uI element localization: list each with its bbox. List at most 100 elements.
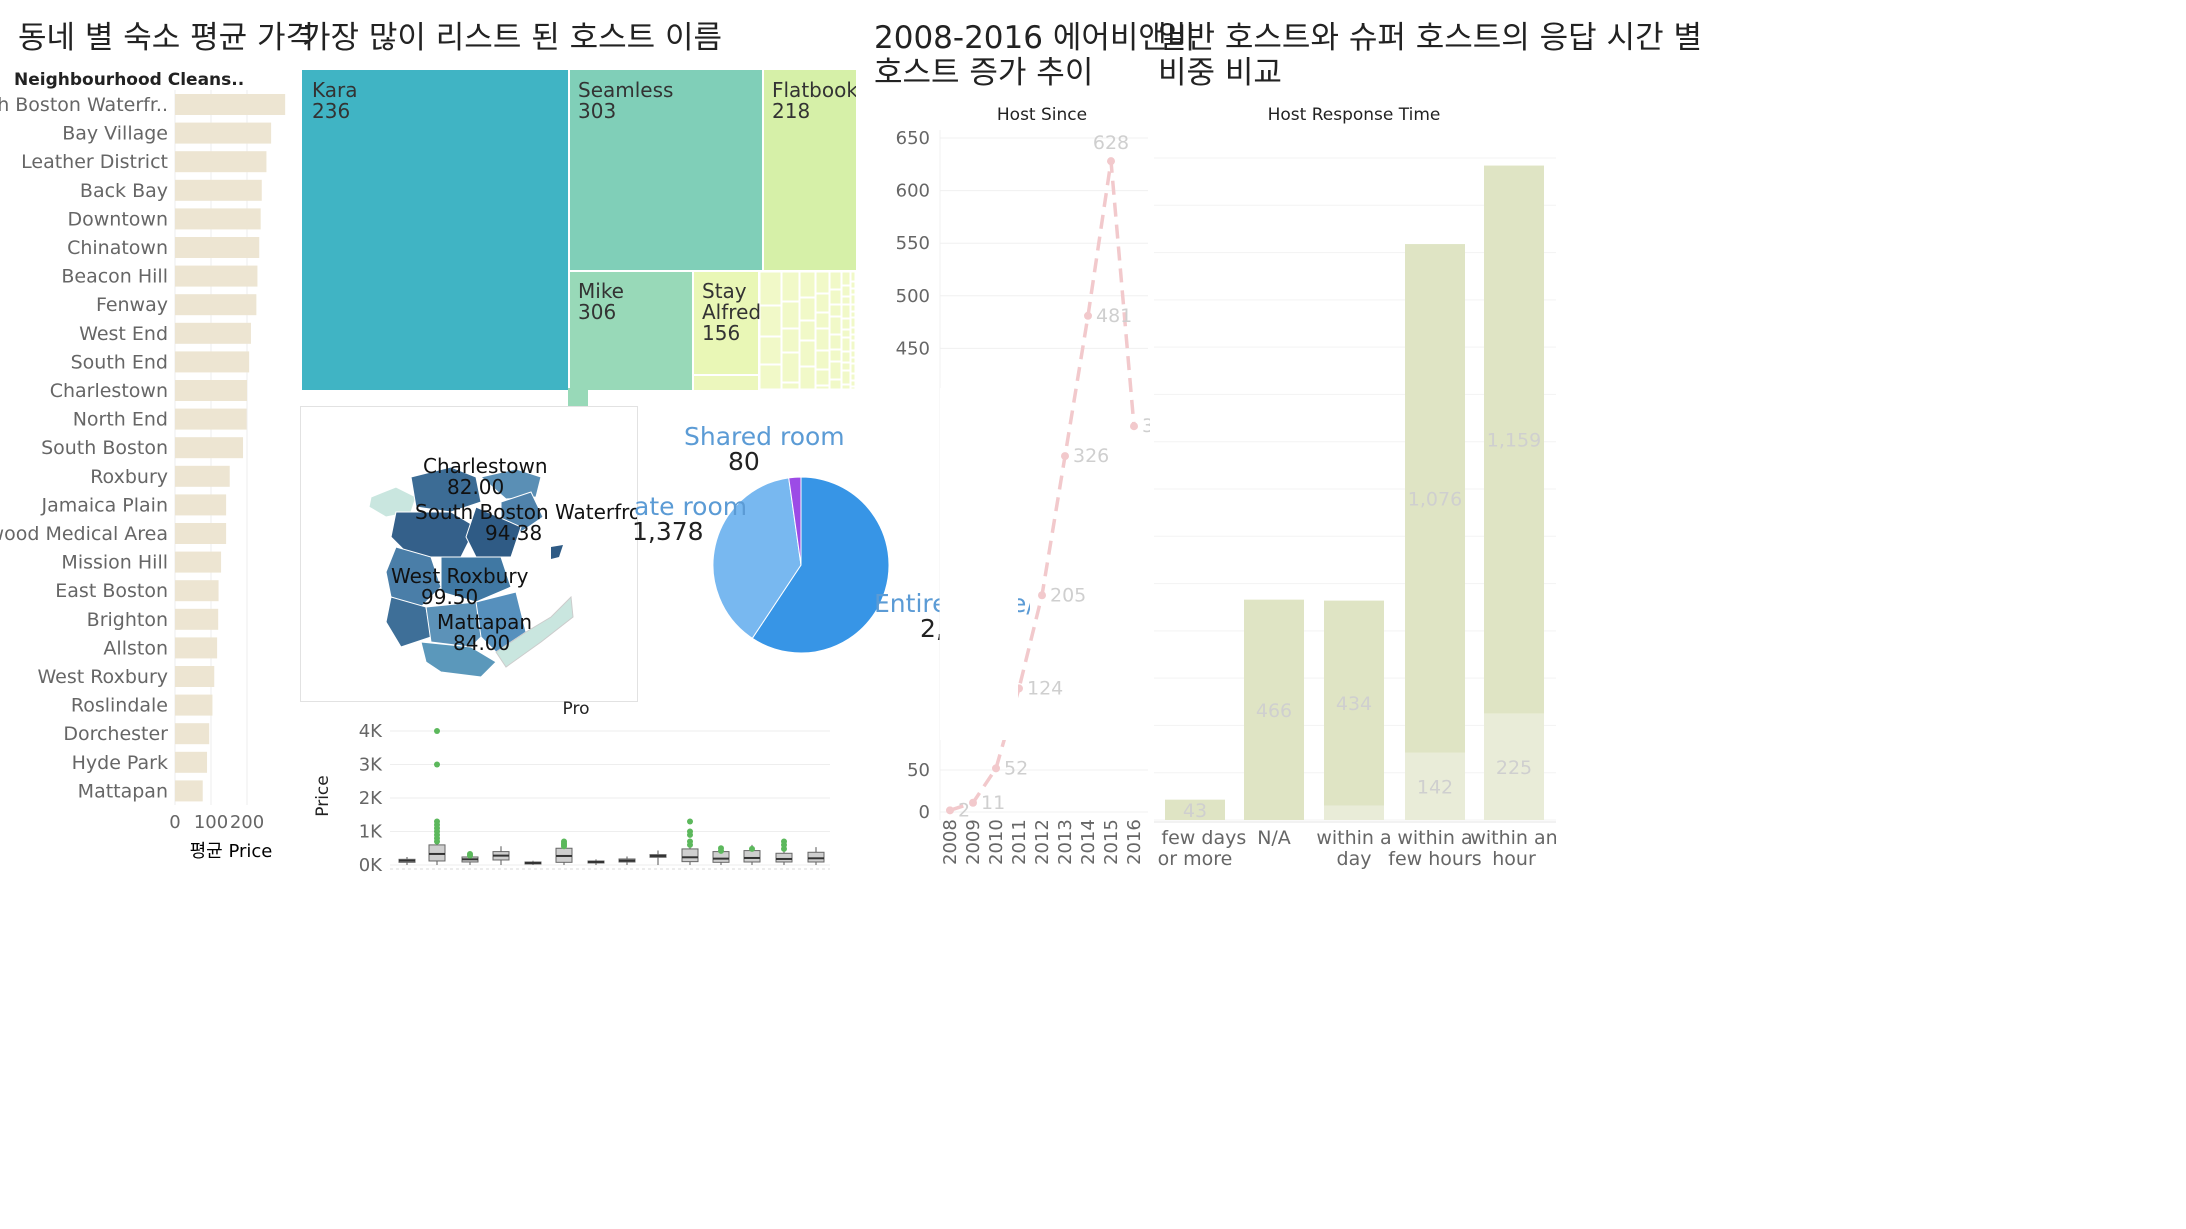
boxplot-box[interactable] xyxy=(807,851,825,863)
boxplot-box[interactable] xyxy=(775,852,793,863)
treemap-small-cell[interactable] xyxy=(841,384,851,390)
treemap-small-cell[interactable] xyxy=(829,289,842,305)
neighbourhood-bar[interactable] xyxy=(175,151,267,173)
neighbourhood-bar[interactable] xyxy=(175,208,261,230)
treemap-small-cell[interactable] xyxy=(829,349,842,362)
treemap-small-cell[interactable] xyxy=(829,361,842,380)
treemap-small-cell[interactable] xyxy=(829,316,842,335)
pie-slice[interactable] xyxy=(788,476,802,566)
map-region-harbor-island[interactable] xyxy=(551,545,563,559)
neighbourhood-bar[interactable] xyxy=(175,122,272,144)
treemap-small-cell[interactable] xyxy=(841,304,851,319)
treemap-small-cell[interactable] xyxy=(841,285,851,297)
neighbourhood-bar[interactable] xyxy=(175,351,250,373)
boxplot-outlier[interactable] xyxy=(687,818,693,825)
map-region-mattapan[interactable] xyxy=(420,641,497,678)
treemap-small-cell[interactable] xyxy=(829,334,842,350)
neighbourhood-bar[interactable] xyxy=(175,294,257,316)
neighbourhood-bar[interactable] xyxy=(175,637,218,659)
response-bar-super[interactable] xyxy=(1484,713,1544,820)
response-bar-regular[interactable] xyxy=(1244,599,1304,820)
treemap-small-cell[interactable] xyxy=(850,363,856,374)
treemap-small-cell[interactable] xyxy=(829,271,842,290)
response-bar-super[interactable] xyxy=(1405,752,1465,820)
boxplot-outlier[interactable] xyxy=(781,838,787,845)
map-region-east-boston[interactable] xyxy=(479,468,542,500)
treemap-small-cell[interactable] xyxy=(850,380,856,387)
treemap-small-cell[interactable] xyxy=(759,271,782,306)
neighbourhood-bar[interactable] xyxy=(175,322,251,344)
line-point[interactable] xyxy=(1107,157,1115,166)
treemap-small-cell[interactable] xyxy=(850,373,856,381)
neighbourhood-bar[interactable] xyxy=(175,94,286,115)
neighbourhood-bar[interactable] xyxy=(175,437,244,459)
pie-slice[interactable] xyxy=(751,476,890,654)
response-bar-super[interactable] xyxy=(1324,805,1384,820)
treemap-small-cell[interactable] xyxy=(815,385,830,390)
treemap-small-cell[interactable] xyxy=(850,271,856,282)
map-region-roxbury[interactable] xyxy=(440,556,512,603)
line-point[interactable] xyxy=(946,806,954,815)
line-point[interactable] xyxy=(969,798,977,807)
treemap-small-cell[interactable] xyxy=(841,362,851,371)
treemap-cell-small[interactable] xyxy=(694,376,758,390)
neighbourhood-bar[interactable] xyxy=(175,380,247,401)
neighbourhood-bar[interactable] xyxy=(175,408,247,430)
treemap-small-cell[interactable] xyxy=(799,366,816,390)
boxplot-outlier[interactable] xyxy=(434,728,440,734)
treemap-small-cell[interactable] xyxy=(841,329,851,338)
line-point[interactable] xyxy=(1130,422,1138,431)
boxplot-outlier[interactable] xyxy=(718,845,724,852)
response-bar-regular[interactable] xyxy=(1165,799,1225,820)
treemap-small-cell[interactable] xyxy=(850,350,856,358)
treemap-small-cell[interactable] xyxy=(815,312,830,329)
treemap-small-cell[interactable] xyxy=(841,296,851,305)
boxplot-box[interactable] xyxy=(681,848,699,863)
boxplot-outlier[interactable] xyxy=(434,761,440,768)
treemap-small-cell[interactable] xyxy=(850,304,856,312)
neighbourhood-bar[interactable] xyxy=(175,780,203,802)
line-point[interactable] xyxy=(1084,311,1092,320)
treemap-small-cell[interactable] xyxy=(815,271,830,294)
treemap-small-cell[interactable] xyxy=(815,328,830,351)
boxplot-box[interactable] xyxy=(428,844,446,862)
neighbourhood-bar[interactable] xyxy=(175,751,208,773)
treemap-small-cell[interactable] xyxy=(781,382,800,390)
treemap-small-cell[interactable] xyxy=(850,288,856,295)
treemap-small-cell[interactable] xyxy=(841,271,851,286)
boxplot-outlier[interactable] xyxy=(467,850,473,857)
line-point[interactable] xyxy=(1038,591,1046,600)
map-region-charlestown[interactable] xyxy=(410,466,482,513)
map-region-west-roxbury[interactable] xyxy=(385,596,432,648)
neighbourhood-bar[interactable] xyxy=(175,694,213,716)
line-point[interactable] xyxy=(1061,452,1069,461)
treemap-small-cell[interactable] xyxy=(841,337,851,352)
boxplot-outlier[interactable] xyxy=(687,838,693,845)
neighbourhood-bar[interactable] xyxy=(175,723,210,745)
treemap-small-cell[interactable] xyxy=(850,386,856,390)
treemap-small-cell[interactable] xyxy=(841,318,851,330)
neighbourhood-bar[interactable] xyxy=(175,494,227,516)
treemap-small-cell[interactable] xyxy=(781,328,800,353)
treemap-small-cell[interactable] xyxy=(850,357,856,364)
treemap-cell-mike[interactable] xyxy=(570,272,692,390)
treemap-small-cell[interactable] xyxy=(829,304,842,317)
treemap-cell-seamless[interactable] xyxy=(570,70,762,270)
treemap-small-cell[interactable] xyxy=(799,271,816,298)
response-bar-regular[interactable] xyxy=(1484,165,1544,714)
treemap-small-cell[interactable] xyxy=(759,305,782,337)
treemap-small-cell[interactable] xyxy=(815,369,830,386)
treemap-cell-flatbook[interactable] xyxy=(764,70,856,270)
treemap-small-cell[interactable] xyxy=(799,320,816,341)
treemap-small-cell[interactable] xyxy=(850,294,856,305)
neighbourhood-bar[interactable] xyxy=(175,666,215,687)
treemap-small-cell[interactable] xyxy=(850,281,856,289)
neighbourhood-bar[interactable] xyxy=(175,465,230,487)
response-bar-regular[interactable] xyxy=(1324,600,1384,806)
treemap-small-cell[interactable] xyxy=(841,370,851,385)
treemap-small-cell[interactable] xyxy=(841,351,851,363)
neighbourhood-bar[interactable] xyxy=(175,523,227,544)
treemap-small-cell[interactable] xyxy=(815,293,830,313)
neighbourhood-bar[interactable] xyxy=(175,179,262,201)
map-region-hyde-park[interactable] xyxy=(495,595,574,668)
